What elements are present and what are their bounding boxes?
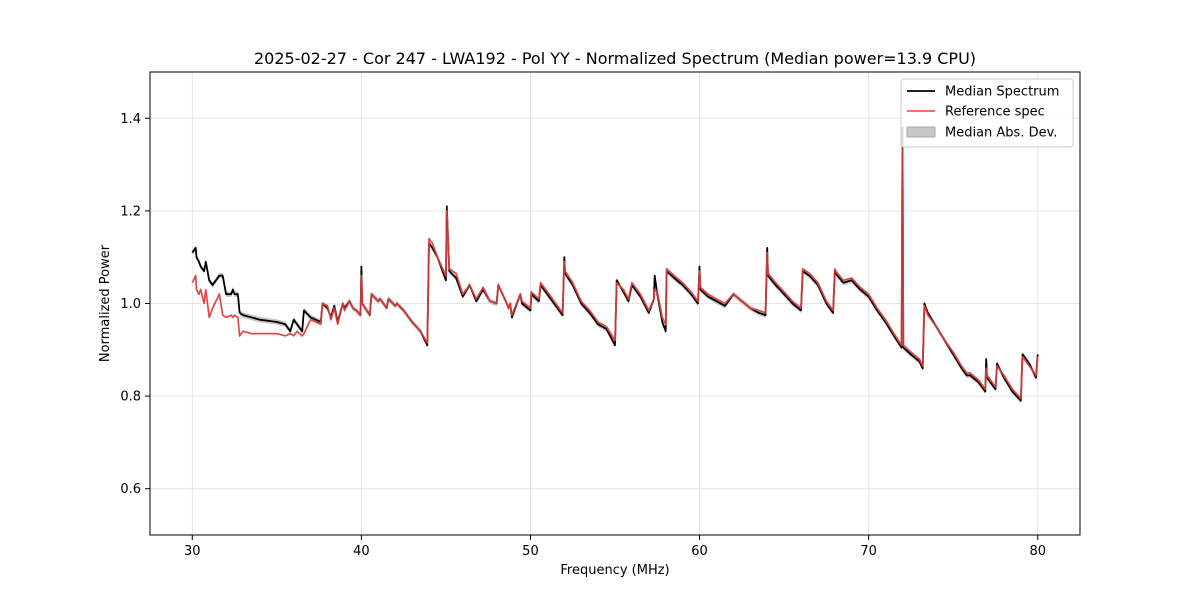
x-tick-label: 50: [522, 544, 539, 559]
overlap-shade-line: [191, 146, 1039, 400]
chart-title: 2025-02-27 - Cor 247 - LWA192 - Pol YY -…: [254, 49, 976, 68]
y-tick-label: 1.4: [120, 112, 141, 127]
x-tick-label: 30: [184, 544, 201, 559]
legend-label-reference: Reference spec: [945, 105, 1045, 120]
legend-swatch-mad: [906, 126, 936, 138]
legend-label-mad: Median Abs. Dev.: [945, 126, 1057, 141]
legend-label-median: Median Spectrum: [945, 85, 1059, 100]
y-tick-label: 1.2: [120, 204, 141, 219]
x-tick-label: 60: [691, 544, 708, 559]
y-axis: 0.6 0.8 1.0 1.2 1.4: [120, 112, 150, 497]
series-layer: [191, 126, 1039, 402]
x-tick-label: 70: [860, 544, 877, 559]
legend: Median Spectrum Reference spec Median Ab…: [900, 78, 1074, 148]
x-axis: 30 40 50 60 70 80: [184, 535, 1046, 559]
y-axis-label: Normalized Power: [98, 244, 113, 362]
y-tick-label: 1.0: [120, 297, 141, 312]
mad-band: [192, 124, 1038, 404]
legend-box: [900, 78, 1074, 148]
y-tick-label: 0.6: [120, 482, 141, 497]
mad-band-layer: [192, 124, 1038, 404]
median-spectrum-line: [191, 126, 1039, 402]
y-tick-label: 0.8: [120, 390, 141, 405]
plot-area: [149, 71, 1081, 536]
reference-spec-line: [191, 145, 1039, 400]
x-tick-label: 80: [1029, 544, 1046, 559]
x-axis-label: Frequency (MHz): [560, 563, 669, 578]
x-tick-label: 40: [353, 544, 370, 559]
